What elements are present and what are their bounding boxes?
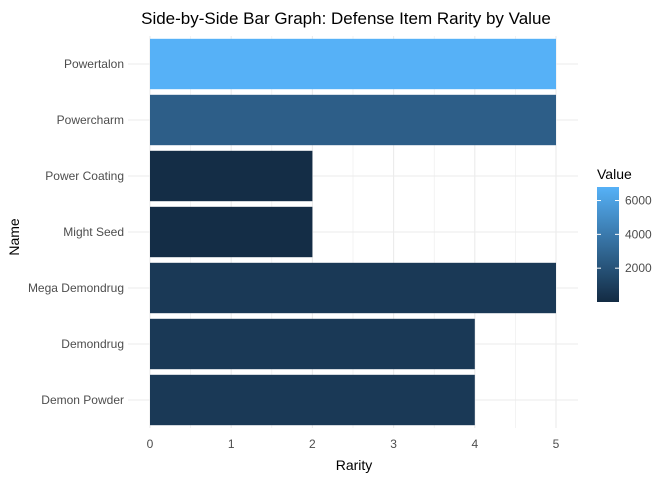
chart-title: Side-by-Side Bar Graph: Defense Item Rar… [141, 9, 551, 28]
x-axis-label: Rarity [336, 457, 373, 473]
bar-demon-powder [150, 374, 475, 426]
y-tick-label: Demondrug [61, 337, 124, 351]
y-tick-label: Demon Powder [41, 393, 124, 407]
x-tick-label: 5 [553, 437, 560, 451]
legend-tick-label: 6000 [625, 194, 652, 208]
legend-ticks: 2000 4000 6000 [597, 194, 652, 275]
y-tick-label: Power Coating [45, 169, 124, 183]
x-tick-label: 0 [147, 437, 154, 451]
y-tick-label: Might Seed [63, 225, 124, 239]
bar-power-coating [150, 150, 313, 202]
bar-powertalon [150, 38, 556, 90]
y-tick-label: Powercharm [57, 113, 124, 127]
legend-title: Value [597, 166, 632, 182]
legend-tick-label: 4000 [625, 227, 652, 241]
bars [150, 38, 556, 426]
y-tick-label: Powertalon [64, 57, 124, 71]
legend-colorbar [597, 187, 619, 302]
x-tick-label: 1 [228, 437, 235, 451]
legend-tick-label: 2000 [625, 261, 652, 275]
y-tick-labels: Demon Powder Demondrug Mega Demondrug Might… [28, 57, 124, 407]
bar-powercharm [150, 94, 556, 146]
color-legend: Value 2000 4000 6000 [597, 166, 652, 302]
x-tick-label: 3 [390, 437, 397, 451]
bar-mega-demondrug [150, 262, 556, 314]
y-axis-label: Name [6, 218, 22, 256]
x-tick-labels: 0 1 2 3 4 5 [147, 437, 560, 451]
x-tick-label: 4 [471, 437, 478, 451]
bar-demondrug [150, 318, 475, 370]
x-tick-label: 2 [309, 437, 316, 451]
y-tick-label: Mega Demondrug [28, 281, 124, 295]
bar-might-seed [150, 206, 313, 258]
